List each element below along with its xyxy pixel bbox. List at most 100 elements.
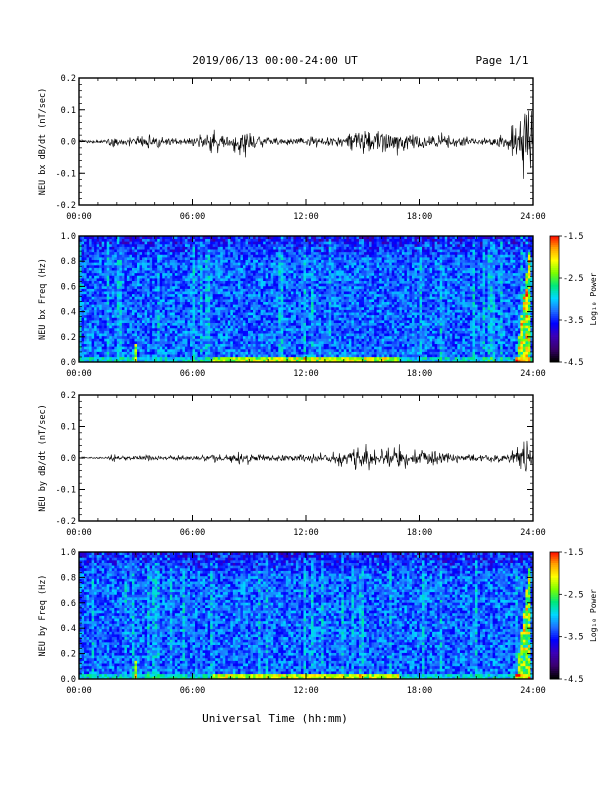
spectrogram-cell (101, 317, 105, 321)
spectrogram-cell (313, 354, 317, 358)
spectrogram-cell (321, 272, 325, 276)
spectrogram-cell (253, 243, 256, 247)
spectrogram-cell (142, 270, 145, 274)
spectrogram-cell (306, 314, 309, 318)
spectrogram-cell (200, 249, 203, 253)
spectrogram-cell (217, 325, 221, 329)
spectrogram-cell (121, 278, 125, 282)
spectrogram-cell (288, 267, 292, 271)
spectrogram-cell (187, 354, 191, 358)
spectrogram-cell (288, 359, 292, 363)
spectrogram-cell (245, 341, 249, 345)
spectrogram-cell (104, 301, 108, 305)
spectrogram-cell (197, 304, 201, 308)
spectrogram-cell (283, 236, 287, 240)
spectrogram-cell (101, 306, 105, 310)
spectrogram-cell (250, 270, 254, 274)
spectrogram-cell (134, 296, 138, 300)
spectrogram-cell (86, 327, 90, 331)
spectrogram-cell (232, 262, 236, 266)
spectrogram-cell (101, 320, 105, 324)
spectrogram-cell (144, 254, 148, 258)
spectrogram-cell (94, 354, 98, 358)
spectrogram-cell (308, 280, 312, 284)
spectrogram-cell (290, 251, 294, 255)
spectrogram-cell (177, 264, 181, 268)
spectrogram-cell (205, 291, 209, 295)
spectrogram-cell (225, 304, 229, 308)
spectrogram-cell (131, 325, 135, 329)
spectrogram-cell (174, 291, 178, 295)
spectrogram-cell (258, 291, 261, 295)
spectrogram-cell (167, 346, 171, 350)
spectrogram-cell (205, 270, 209, 274)
spectrogram-cell (134, 320, 138, 324)
spectrogram-cell (250, 346, 254, 350)
spectrogram-cell (215, 335, 219, 339)
spectrogram-cell (149, 293, 153, 297)
spectrogram-cell (101, 275, 105, 279)
spectrogram-cell (227, 299, 231, 303)
spectrogram-cell (220, 338, 224, 342)
spectrogram-cell (240, 275, 244, 279)
spectrogram-cell (270, 327, 274, 331)
spectrogram-cell (86, 306, 90, 310)
spectrogram-cell (212, 359, 216, 363)
spectrogram-cell (89, 238, 93, 242)
spectrogram-cell (235, 346, 239, 350)
spectrogram-cell (308, 238, 312, 242)
spectrogram-cell (288, 254, 292, 258)
spectrogram-cell (225, 296, 229, 300)
spectrogram-cell (328, 251, 332, 255)
spectrogram-cell (124, 288, 128, 292)
spectrogram-cell (232, 333, 236, 337)
spectrogram-cell (222, 338, 226, 342)
spectrogram-cell (162, 299, 166, 303)
spectrogram-cell (169, 341, 173, 345)
spectrogram-cell (300, 296, 304, 300)
spectrogram-cell (318, 325, 322, 329)
spectrogram-cell (89, 236, 93, 240)
spectrogram-cell (308, 341, 312, 345)
spectrogram-cell (253, 267, 256, 271)
spectrogram-cell (273, 296, 277, 300)
spectrogram-cell (280, 312, 284, 316)
spectrogram-cell (278, 270, 282, 274)
spectrogram-cell (86, 301, 90, 305)
spectrogram-cell (217, 296, 221, 300)
spectrogram-cell (295, 249, 299, 253)
spectrogram-cell (134, 285, 138, 289)
spectrogram-cell (280, 346, 284, 350)
spectrogram-cell (96, 341, 100, 345)
spectrogram-cell (91, 272, 95, 276)
spectrogram-cell (189, 312, 193, 316)
spectrogram-cell (169, 257, 173, 261)
spectrogram-cell (280, 348, 284, 352)
spectrogram-cell (164, 262, 168, 266)
spectrogram-cell (207, 259, 211, 263)
spectrogram-cell (99, 356, 103, 360)
spectrogram-cell (328, 259, 332, 263)
spectrogram-cell (326, 296, 330, 300)
spectrogram-cell (91, 325, 95, 329)
spectrogram-cell (313, 325, 317, 329)
spectrogram-cell (285, 272, 289, 276)
spectrogram-cell (195, 236, 198, 240)
spectrogram-cell (169, 267, 173, 271)
spectrogram-cell (119, 335, 123, 339)
spectrogram-cell (308, 320, 312, 324)
spectrogram-cell (157, 304, 161, 308)
spectrogram-cell (323, 346, 327, 350)
spectrogram-cell (119, 283, 123, 287)
spectrogram-cell (298, 280, 302, 284)
spectrogram-cell (96, 278, 100, 282)
spectrogram-cell (169, 325, 173, 329)
spectrogram-cell (202, 236, 206, 240)
spectrogram-cell (147, 309, 151, 313)
spectrogram-cell (195, 356, 198, 360)
spectrogram-cell (273, 325, 277, 329)
spectrogram-cell (104, 327, 108, 331)
spectrogram-cell (283, 314, 287, 318)
spectrogram-cell (79, 246, 82, 250)
spectrogram-cell (265, 280, 269, 284)
